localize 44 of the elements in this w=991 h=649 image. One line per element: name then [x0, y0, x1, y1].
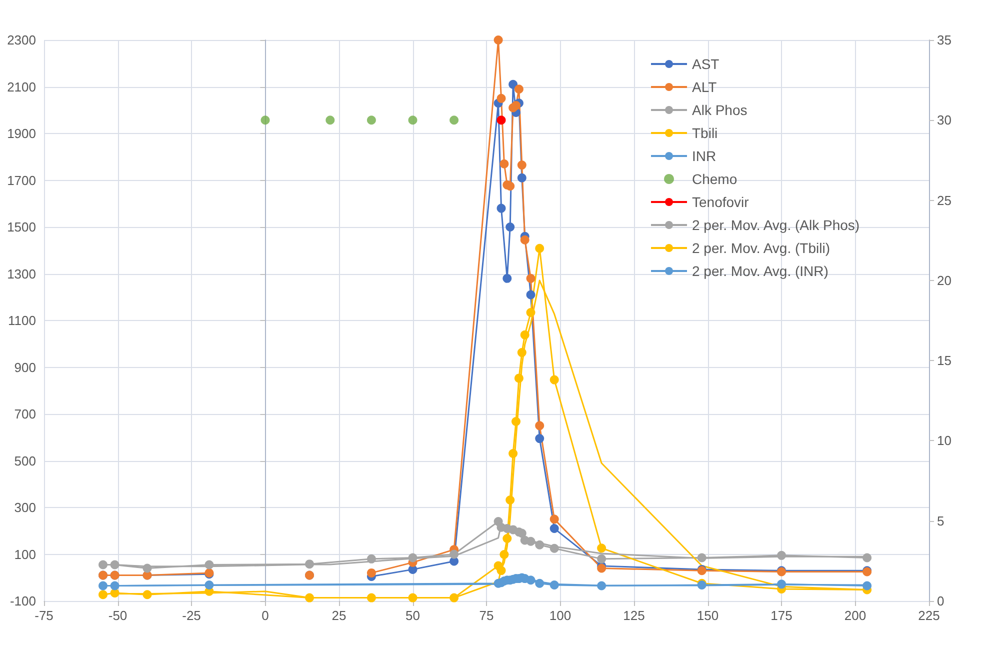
- y-tick-label: 300: [14, 500, 36, 515]
- legend-label: Alk Phos: [692, 102, 748, 118]
- x-tick-label: -25: [182, 608, 201, 623]
- y2-tick-label: 10: [937, 433, 952, 448]
- legend-label: INR: [692, 148, 716, 164]
- x-tick-label: 0: [262, 608, 269, 623]
- x-tick-label: 75: [479, 608, 494, 623]
- y-tick-label: 1500: [7, 220, 36, 234]
- legend-label: AST: [692, 56, 720, 72]
- x-tick-label: 100: [549, 608, 572, 623]
- y2-tick-label: 25: [937, 192, 952, 208]
- y-tick-label: 100: [14, 546, 36, 562]
- y-tick-label: 500: [14, 453, 36, 468]
- y2-tick-label: 15: [937, 353, 952, 368]
- y2-tick-label: 35: [937, 32, 952, 48]
- x-tick-label: 175: [770, 608, 792, 623]
- x-tick-label: -50: [108, 608, 128, 623]
- x-tick-label: -75: [34, 608, 54, 623]
- legend-label: 2 per. Mov. Avg. (INR): [692, 263, 828, 279]
- x-tick-label: 50: [406, 608, 420, 623]
- x-tick-label: 225: [918, 608, 940, 623]
- x-tick-label: 150: [696, 608, 719, 623]
- legend-label: Chemo: [692, 171, 738, 187]
- legend-label: 2 per. Mov. Avg. (Tbili): [692, 240, 830, 256]
- legend-label: 2 per. Mov. Avg. (Alk Phos): [692, 217, 860, 233]
- y-tick-label: -100: [10, 594, 36, 608]
- x-tick-label: 200: [844, 608, 866, 623]
- y-tick-label: 700: [14, 406, 36, 422]
- y2-tick-label: 20: [937, 272, 952, 288]
- legend-label: Tenofovir: [692, 194, 750, 210]
- y2-tick-label: 5: [937, 513, 944, 528]
- y-tick-label: 900: [14, 360, 36, 375]
- legend-label: ALT: [692, 79, 718, 95]
- x-tick-label: 125: [623, 608, 645, 623]
- y-tick-label: 2300: [7, 32, 36, 48]
- y-tick-label: 1300: [7, 266, 36, 282]
- y-tick-label: 2100: [7, 79, 36, 94]
- x-tick-label: 25: [332, 608, 346, 623]
- y-tick-label: 1900: [7, 126, 36, 141]
- y2-tick-label: 0: [937, 594, 944, 608]
- legend-label: Tbili: [692, 125, 718, 141]
- y-tick-label: 1700: [7, 172, 36, 188]
- y2-tick-label: 30: [937, 112, 952, 128]
- y-tick-label: 1100: [8, 313, 36, 328]
